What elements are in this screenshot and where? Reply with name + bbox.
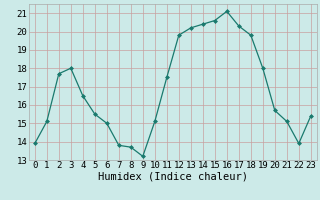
X-axis label: Humidex (Indice chaleur): Humidex (Indice chaleur): [98, 172, 248, 182]
